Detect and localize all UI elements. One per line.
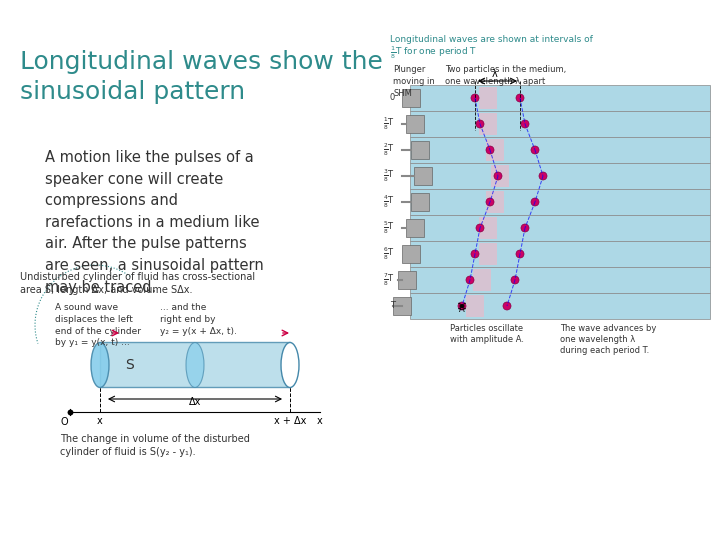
Text: Plunger
moving in
SHM: Plunger moving in SHM <box>393 65 435 98</box>
Circle shape <box>471 94 479 102</box>
Circle shape <box>486 146 494 154</box>
Ellipse shape <box>186 342 204 388</box>
Circle shape <box>466 276 474 284</box>
Ellipse shape <box>281 342 299 388</box>
Text: The wave advances by
one wavelength λ
during each period T.: The wave advances by one wavelength λ du… <box>560 324 657 355</box>
Text: Two particles in the medium,
one wavelength λ apart: Two particles in the medium, one wavelen… <box>445 65 566 86</box>
Ellipse shape <box>91 342 109 388</box>
Text: The change in volume of the disturbed
cylinder of fluid is S(y₂ - y₁).: The change in volume of the disturbed cy… <box>60 434 250 457</box>
Bar <box>411 193 429 211</box>
Text: x + Δx: x + Δx <box>274 416 306 426</box>
Bar <box>393 297 411 315</box>
Bar <box>479 113 497 135</box>
Text: 0: 0 <box>390 93 395 103</box>
Circle shape <box>516 94 524 102</box>
Bar <box>410 137 710 163</box>
Bar <box>402 245 420 263</box>
Circle shape <box>494 172 502 180</box>
Text: $\frac{3}{8}$T: $\frac{3}{8}$T <box>383 168 395 184</box>
Bar <box>491 165 509 187</box>
Text: $\frac{7}{8}$T: $\frac{7}{8}$T <box>383 272 395 288</box>
Circle shape <box>503 302 511 310</box>
Bar <box>486 139 504 161</box>
Bar <box>410 241 710 267</box>
Bar <box>410 189 710 215</box>
Circle shape <box>531 198 539 206</box>
Circle shape <box>516 250 524 258</box>
Text: O: O <box>60 417 68 427</box>
Circle shape <box>521 120 529 128</box>
Bar <box>402 89 420 107</box>
Text: $\frac{1}{8}$T: $\frac{1}{8}$T <box>383 116 395 132</box>
Text: λ: λ <box>492 69 498 79</box>
Text: x: x <box>97 416 103 426</box>
Circle shape <box>486 198 494 206</box>
Bar <box>406 219 424 237</box>
Text: T: T <box>390 301 395 310</box>
Bar <box>410 163 710 189</box>
Bar <box>414 167 432 185</box>
Text: Particles oscillate
with amplitude A.: Particles oscillate with amplitude A. <box>450 324 524 344</box>
Circle shape <box>511 276 519 284</box>
Circle shape <box>476 120 484 128</box>
Bar <box>410 111 710 137</box>
Text: $\frac{6}{8}$T: $\frac{6}{8}$T <box>383 246 395 262</box>
Bar <box>479 87 497 109</box>
Circle shape <box>531 146 539 154</box>
Bar <box>410 293 710 319</box>
Circle shape <box>539 172 547 180</box>
Circle shape <box>458 302 466 310</box>
Text: $\frac{5}{8}$T: $\frac{5}{8}$T <box>383 220 395 236</box>
Circle shape <box>476 224 484 232</box>
Text: $\frac{4}{8}$T: $\frac{4}{8}$T <box>383 194 395 210</box>
Text: Δx: Δx <box>189 397 201 407</box>
Text: Longitudinal waves are shown at intervals of: Longitudinal waves are shown at interval… <box>390 35 593 44</box>
Bar <box>466 295 484 317</box>
Bar <box>410 85 710 111</box>
Bar <box>100 342 290 387</box>
Text: x: x <box>317 416 323 426</box>
Text: ... and the
right end by
y₂ = y(x + Δx, t).: ... and the right end by y₂ = y(x + Δx, … <box>160 303 237 335</box>
Text: A motion like the pulses of a
speaker cone will create
compressions and
rarefact: A motion like the pulses of a speaker co… <box>45 150 264 295</box>
Text: $\frac{1}{8}$T for one period T: $\frac{1}{8}$T for one period T <box>390 44 477 60</box>
Bar <box>406 115 424 133</box>
Text: Undisturbed cylinder of fluid has cross-sectional
area S, length Δx, and volume : Undisturbed cylinder of fluid has cross-… <box>20 272 255 295</box>
Text: Longitudinal waves show the
sinusoidal pattern: Longitudinal waves show the sinusoidal p… <box>20 50 383 104</box>
Text: A: A <box>459 305 465 314</box>
Bar <box>410 267 710 293</box>
Text: A sound wave
displaces the left
end of the cylinder
by y₁ = y(x, t) ...: A sound wave displaces the left end of t… <box>55 303 141 347</box>
Bar <box>479 243 497 265</box>
Bar <box>411 141 429 159</box>
Text: $\frac{2}{8}$T: $\frac{2}{8}$T <box>383 142 395 158</box>
Circle shape <box>471 250 479 258</box>
Bar <box>486 191 504 213</box>
Bar <box>473 269 491 291</box>
Bar <box>479 217 497 239</box>
Bar <box>410 215 710 241</box>
Text: S: S <box>125 358 135 372</box>
Circle shape <box>521 224 529 232</box>
Bar <box>398 271 416 289</box>
